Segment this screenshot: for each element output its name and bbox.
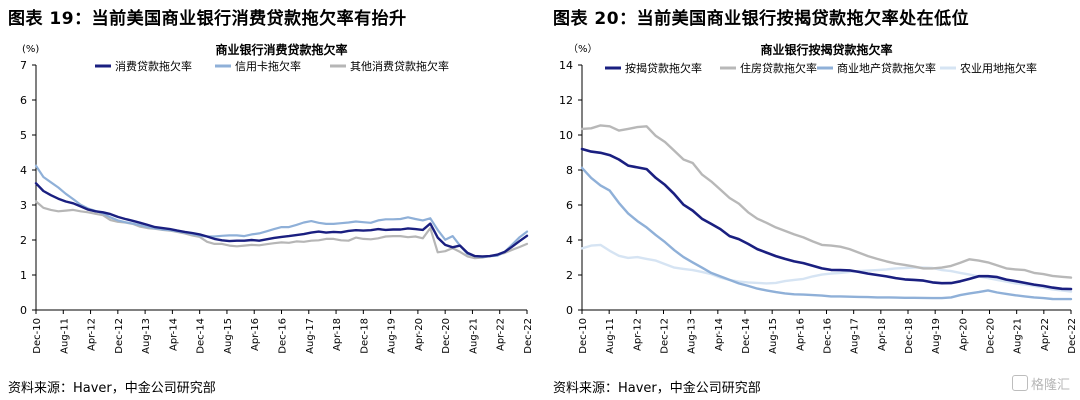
- legend-label-3: 其他消费贷款拖欠率: [350, 59, 449, 73]
- legend-label-1: 按揭贷款拖欠率: [625, 61, 702, 75]
- x-tick-label: Apr-12: [632, 318, 643, 351]
- x-tick-label: Apr-22: [496, 318, 507, 351]
- x-tick-label: Apr-16: [250, 318, 261, 351]
- source-note-right: 资料来源：Haver，中金公司研究部: [553, 381, 761, 396]
- x-tick-label: Dec-22: [1067, 318, 1078, 354]
- y-tick-label: 7: [20, 59, 27, 72]
- x-tick-label: Dec-12: [660, 318, 671, 354]
- x-tick-label: Dec-12: [114, 318, 125, 354]
- y-tick-label: 10: [559, 129, 573, 142]
- y-tick-label: 12: [559, 94, 573, 107]
- watermark-text: 格隆汇: [1030, 378, 1070, 393]
- y-tick-label: 4: [566, 234, 573, 247]
- x-tick-label: Aug-17: [305, 318, 316, 354]
- y-tick-label: 6: [20, 94, 27, 107]
- x-tick-label: Apr-18: [332, 318, 343, 351]
- x-tick-label: Dec-22: [523, 318, 534, 354]
- y-tick-label: 14: [559, 59, 573, 72]
- x-tick-label: Aug-15: [223, 318, 234, 354]
- x-tick-label: Dec-10: [578, 318, 589, 354]
- x-tick-label: Apr-14: [714, 318, 725, 351]
- y-tick-label: 2: [566, 269, 573, 282]
- y-axis-unit: (%): [22, 44, 39, 55]
- x-tick-label: Aug-17: [850, 318, 861, 354]
- x-tick-label: Apr-20: [958, 318, 969, 351]
- y-tick-label: 8: [566, 164, 573, 177]
- y-tick-label: 4: [20, 164, 27, 177]
- y-tick-label: 1: [20, 269, 27, 282]
- legend-label-4: 农业用地拖欠率: [960, 61, 1037, 75]
- chart-title: 商业银行按揭贷款拖欠率: [760, 42, 892, 57]
- x-tick-label: Apr-20: [414, 318, 425, 351]
- y-tick-label: 5: [20, 129, 27, 142]
- x-tick-label: Aug-11: [59, 318, 70, 354]
- watermark: 格隆汇: [1011, 374, 1070, 393]
- figure-title-left: 图表 19：当前美国商业银行消费贷款拖欠率有抬升: [8, 9, 407, 29]
- x-tick-label: Dec-16: [823, 318, 834, 354]
- watermark-logo-icon: [1011, 375, 1028, 391]
- y-tick-label: 3: [20, 199, 27, 212]
- series-line-2: [34, 164, 529, 259]
- x-tick-label: Dec-14: [196, 318, 207, 354]
- x-tick-label: Dec-10: [32, 318, 43, 354]
- x-tick-label: Aug-13: [141, 318, 152, 354]
- source-note-left: 资料来源：Haver，中金公司研究部: [8, 381, 216, 396]
- x-tick-label: Dec-20: [986, 318, 997, 354]
- x-tick-label: Apr-18: [877, 318, 888, 351]
- x-tick-label: Aug-13: [687, 318, 698, 354]
- x-tick-label: Aug-21: [1013, 318, 1024, 354]
- x-tick-label: Apr-16: [795, 318, 806, 351]
- x-tick-label: Apr-12: [87, 318, 98, 351]
- y-tick-label: 6: [566, 199, 573, 212]
- series-line-4: [580, 243, 1073, 293]
- legend-label-2: 信用卡拖欠率: [235, 59, 301, 73]
- series-line-3: [34, 200, 529, 260]
- y-tick-label: 2: [20, 234, 27, 247]
- y-tick-label: 0: [20, 304, 27, 317]
- legend-label-1: 消费贷款拖欠率: [115, 59, 192, 73]
- x-tick-label: Apr-22: [1040, 318, 1051, 351]
- series-line-1: [580, 147, 1073, 291]
- x-tick-label: Dec-16: [278, 318, 289, 354]
- x-tick-label: Aug-21: [468, 318, 479, 354]
- x-tick-label: Aug-11: [605, 318, 616, 354]
- x-tick-label: Dec-18: [904, 318, 915, 354]
- legend-label-2: 住房贷款拖欠率: [740, 61, 817, 75]
- legend-label-3: 商业地产贷款拖欠率: [837, 61, 936, 75]
- x-tick-label: Aug-19: [931, 318, 942, 354]
- x-tick-label: Aug-15: [768, 318, 779, 354]
- x-tick-label: Dec-14: [741, 318, 752, 354]
- x-tick-label: Apr-14: [168, 318, 179, 351]
- x-tick-label: Dec-20: [441, 318, 452, 354]
- x-tick-label: Dec-18: [359, 318, 370, 354]
- x-tick-label: Aug-19: [387, 318, 398, 354]
- series-line-1: [34, 182, 529, 258]
- series-line-3: [580, 166, 1073, 301]
- series-line-2: [580, 124, 1073, 279]
- y-axis-unit: （%）: [568, 43, 598, 55]
- y-tick-label: 0: [566, 304, 573, 317]
- chart-title: 商业银行消费贷款拖欠率: [215, 42, 347, 57]
- figure-title-right: 图表 20：当前美国商业银行按揭贷款拖欠率处在低位: [553, 9, 970, 29]
